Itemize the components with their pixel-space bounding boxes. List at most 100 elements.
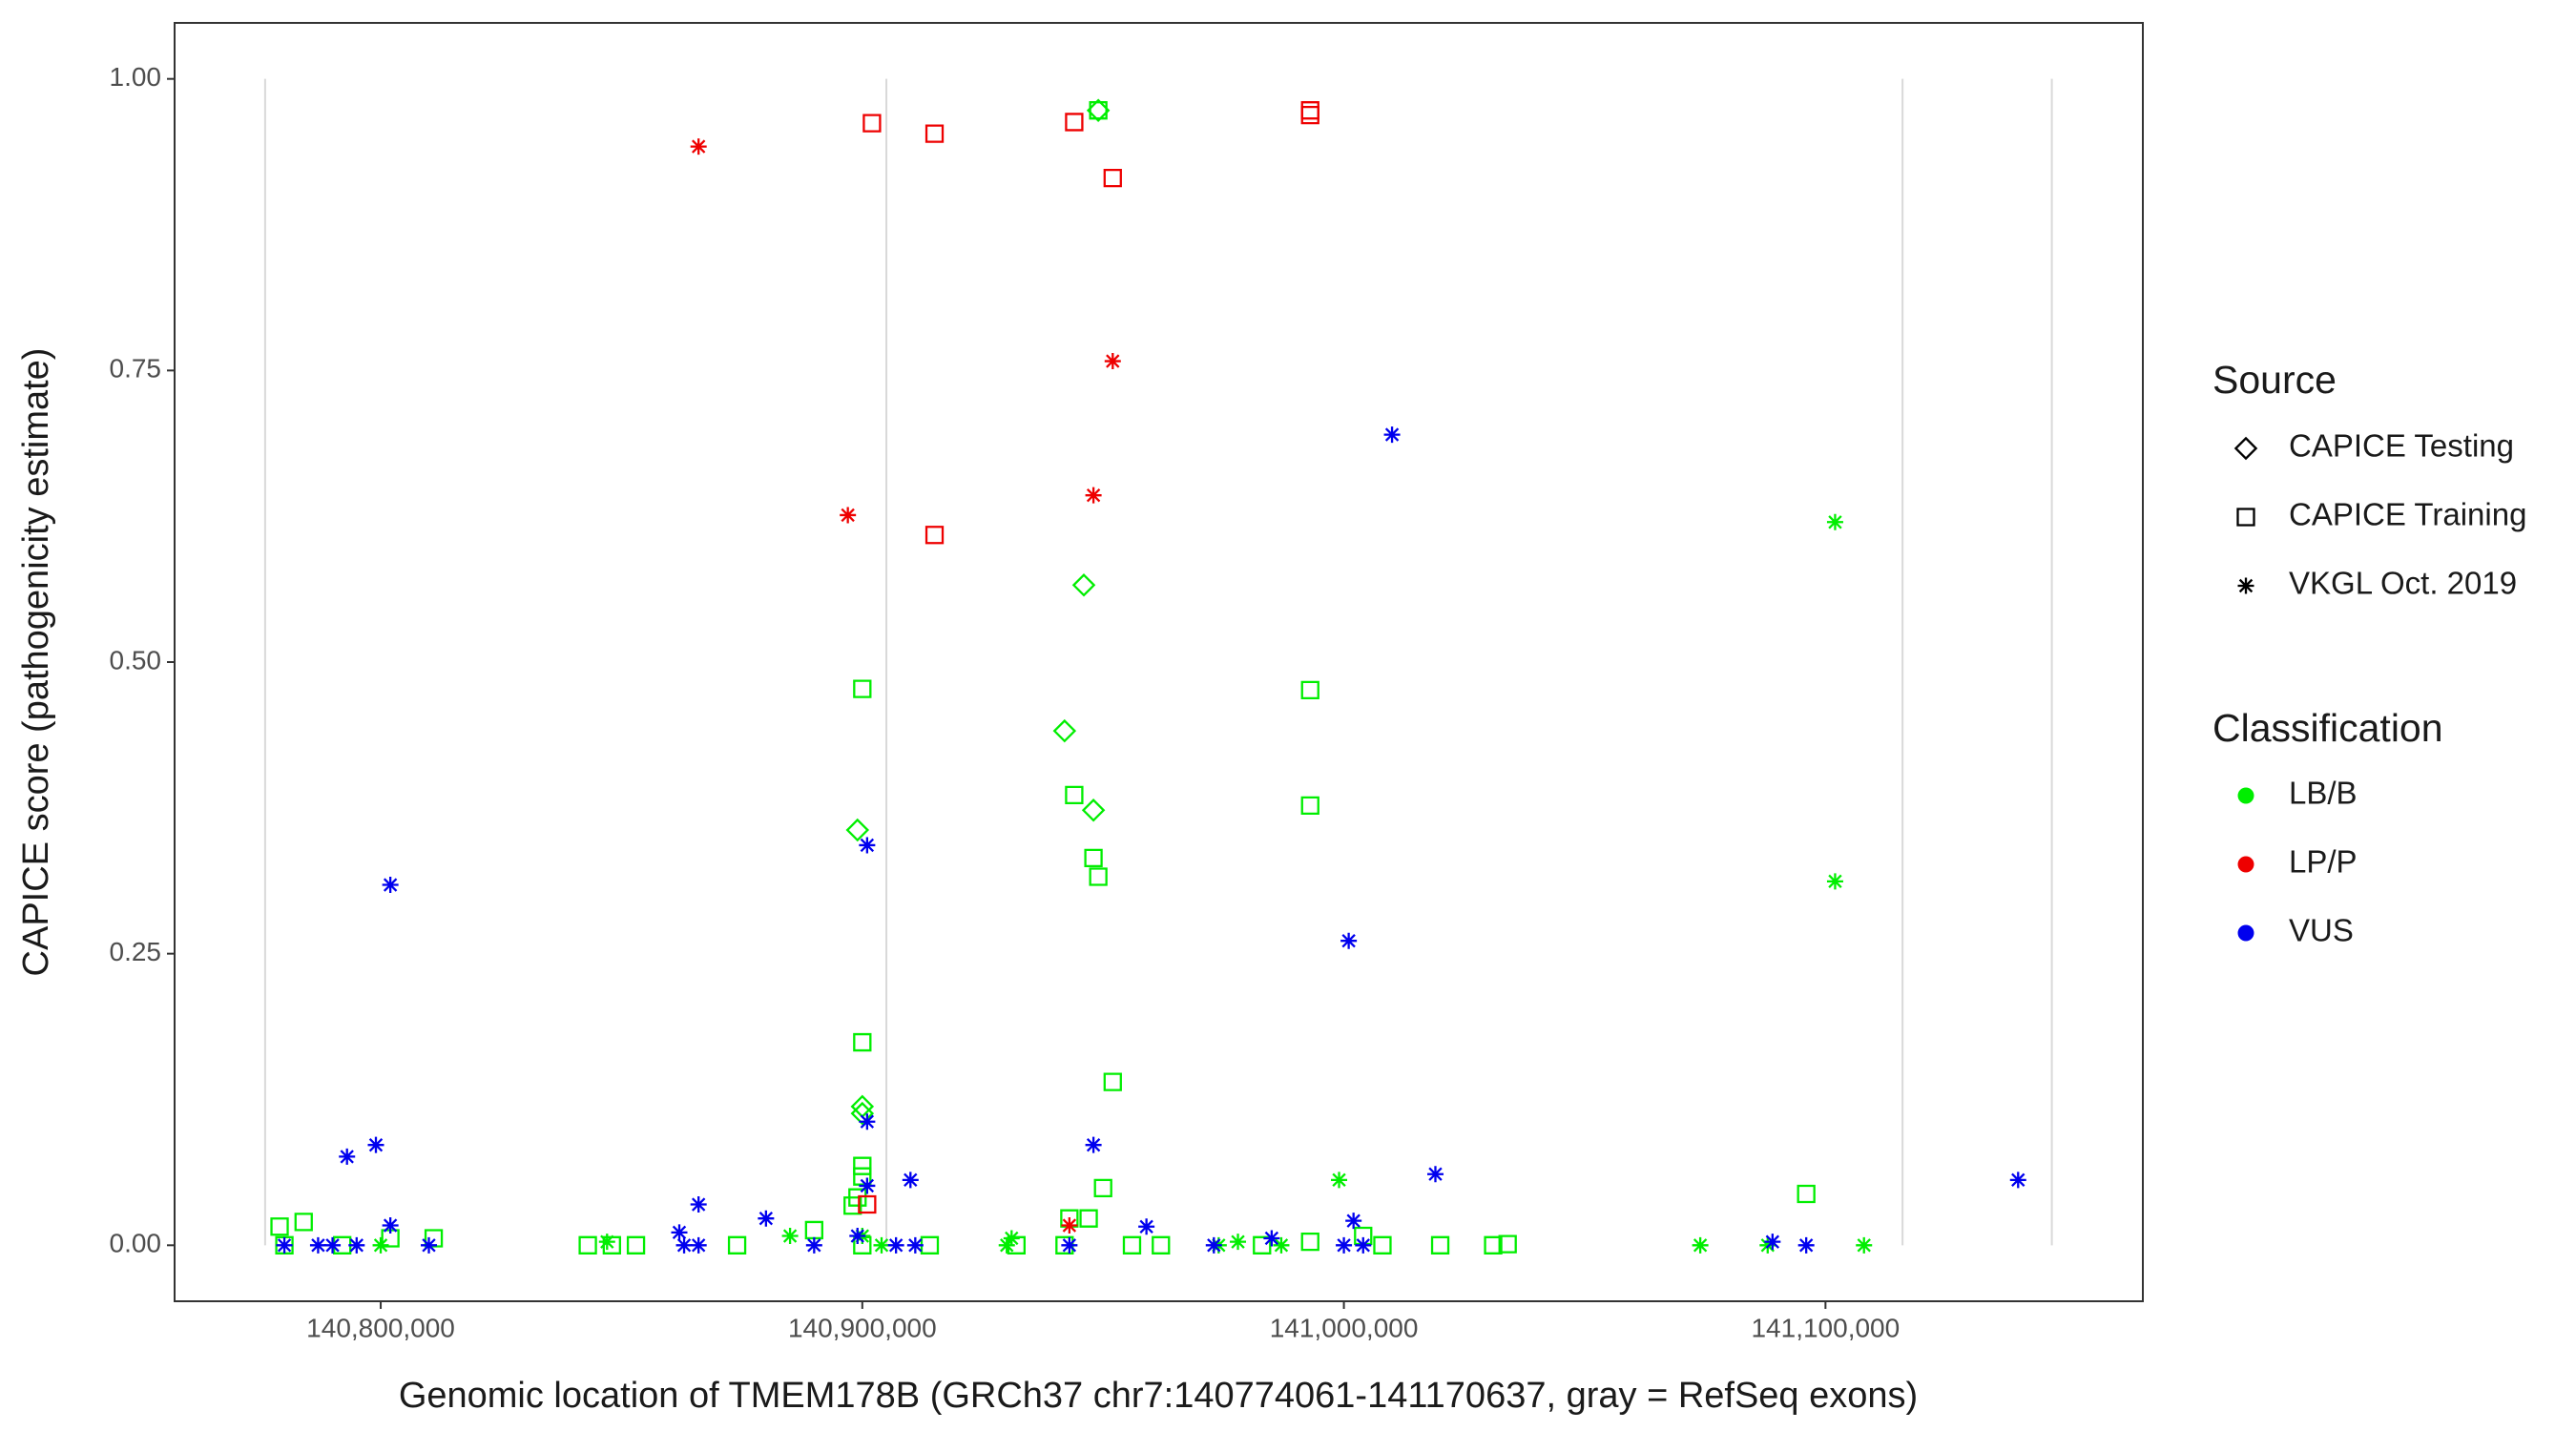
point: [859, 837, 876, 854]
legend-symbol: [2237, 924, 2254, 942]
point: [1081, 798, 1106, 822]
point: [1253, 1235, 1272, 1255]
point: [1205, 1236, 1222, 1254]
point: [758, 1210, 775, 1227]
x-tick-label: 140,800,000: [306, 1313, 455, 1342]
point: [1300, 101, 1319, 120]
point: [1484, 1235, 1503, 1255]
x-tick-label: 141,000,000: [1270, 1313, 1419, 1342]
point: [1797, 1184, 1816, 1204]
point: [858, 1194, 877, 1214]
point: [1355, 1236, 1372, 1254]
point: [276, 1236, 293, 1254]
legend-title: Source: [2212, 358, 2337, 402]
point: [690, 138, 707, 156]
point: [1085, 1136, 1102, 1153]
point: [850, 1094, 875, 1119]
legend-symbol: [2236, 508, 2255, 527]
point: [1065, 785, 1084, 805]
legend-symbol: [2233, 436, 2258, 461]
point: [1498, 1234, 1517, 1254]
point: [924, 124, 945, 143]
point: [1373, 1235, 1392, 1255]
y-axis-title: CAPICE score (pathogenicity estimate): [16, 348, 56, 977]
point: [1089, 867, 1108, 886]
point: [998, 1236, 1015, 1254]
point: [1138, 1218, 1155, 1235]
point: [324, 1236, 342, 1254]
legend-symbol: [2237, 856, 2254, 873]
point: [843, 1196, 862, 1215]
point: [1263, 1230, 1280, 1247]
point: [1086, 98, 1111, 122]
y-tick-label: 0.00: [110, 1229, 162, 1258]
point: [1345, 1213, 1362, 1230]
y-tick-label: 1.00: [110, 62, 162, 92]
point: [675, 1236, 693, 1254]
point: [845, 818, 870, 842]
point: [1331, 1172, 1348, 1189]
legend-label: VKGL Oct. 2019: [2289, 566, 2517, 601]
point: [382, 877, 399, 894]
point: [804, 1220, 823, 1240]
point: [348, 1236, 365, 1254]
point: [850, 1101, 875, 1126]
point: [781, 1228, 799, 1245]
point: [1093, 1178, 1112, 1198]
point: [602, 1235, 621, 1255]
point: [853, 1167, 872, 1186]
point: [1122, 1235, 1142, 1255]
legend-label: LP/P: [2289, 844, 2358, 880]
point: [1230, 1234, 1247, 1251]
legend-title: Classification: [2212, 706, 2443, 750]
point: [1826, 513, 1843, 530]
point: [873, 1236, 890, 1254]
x-tick-label: 141,100,000: [1751, 1313, 1900, 1342]
point: [1300, 796, 1319, 816]
y-tick-label: 0.25: [110, 937, 162, 966]
point: [727, 1235, 747, 1255]
point: [275, 1235, 294, 1255]
point: [848, 1188, 867, 1207]
point: [690, 1236, 707, 1254]
legend-label: CAPICE Training: [2289, 497, 2526, 532]
point: [1152, 1235, 1171, 1255]
legend-label: CAPICE Testing: [2289, 428, 2514, 464]
point: [671, 1224, 688, 1241]
legend-label: LB/B: [2289, 776, 2358, 811]
point: [887, 1236, 904, 1254]
point: [1354, 1226, 1373, 1246]
point: [1060, 1209, 1079, 1228]
point: [294, 1213, 313, 1232]
point: [1300, 105, 1319, 125]
point: [372, 1236, 389, 1254]
point: [902, 1172, 919, 1189]
point: [1065, 113, 1084, 132]
y-tick-label: 0.50: [110, 645, 162, 674]
point: [805, 1236, 822, 1254]
point: [270, 1217, 289, 1236]
point: [1340, 932, 1358, 949]
point: [1103, 168, 1122, 188]
point: [1764, 1234, 1781, 1251]
point: [367, 1136, 384, 1153]
point: [309, 1236, 326, 1254]
point: [2009, 1172, 2026, 1189]
point: [859, 1177, 876, 1194]
point: [578, 1235, 597, 1255]
x-axis-title: Genomic location of TMEM178B (GRCh37 chr…: [399, 1376, 1918, 1416]
point: [1692, 1236, 1709, 1254]
point: [920, 1235, 940, 1255]
point: [1084, 848, 1103, 868]
point: [1061, 1236, 1078, 1254]
point: [382, 1217, 399, 1234]
point: [1089, 101, 1108, 120]
point: [1273, 1236, 1290, 1254]
point: [690, 1196, 707, 1213]
point: [924, 526, 945, 545]
point: [1426, 1166, 1444, 1183]
point: [1103, 1072, 1122, 1091]
point: [840, 507, 857, 524]
point: [853, 1156, 872, 1175]
